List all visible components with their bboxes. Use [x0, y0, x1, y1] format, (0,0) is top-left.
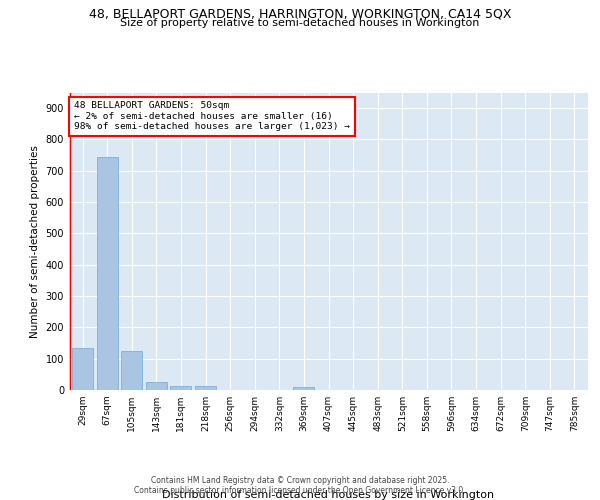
Bar: [146, 382, 167, 390]
Bar: [195, 386, 216, 390]
Bar: [121, 351, 142, 390]
Text: 48, BELLAPORT GARDENS, HARRINGTON, WORKINGTON, CA14 5QX: 48, BELLAPORT GARDENS, HARRINGTON, WORKI…: [89, 8, 511, 20]
Text: 48 BELLAPORT GARDENS: 50sqm
← 2% of semi-detached houses are smaller (16)
98% of: 48 BELLAPORT GARDENS: 50sqm ← 2% of semi…: [74, 102, 350, 131]
Text: Contains HM Land Registry data © Crown copyright and database right 2025.
Contai: Contains HM Land Registry data © Crown c…: [134, 476, 466, 495]
Bar: [293, 388, 314, 390]
X-axis label: Distribution of semi-detached houses by size in Workington: Distribution of semi-detached houses by …: [163, 490, 494, 500]
Bar: [97, 156, 118, 390]
Bar: [170, 386, 191, 390]
Bar: [72, 348, 93, 390]
Y-axis label: Number of semi-detached properties: Number of semi-detached properties: [30, 145, 40, 338]
Text: Size of property relative to semi-detached houses in Workington: Size of property relative to semi-detach…: [121, 18, 479, 28]
